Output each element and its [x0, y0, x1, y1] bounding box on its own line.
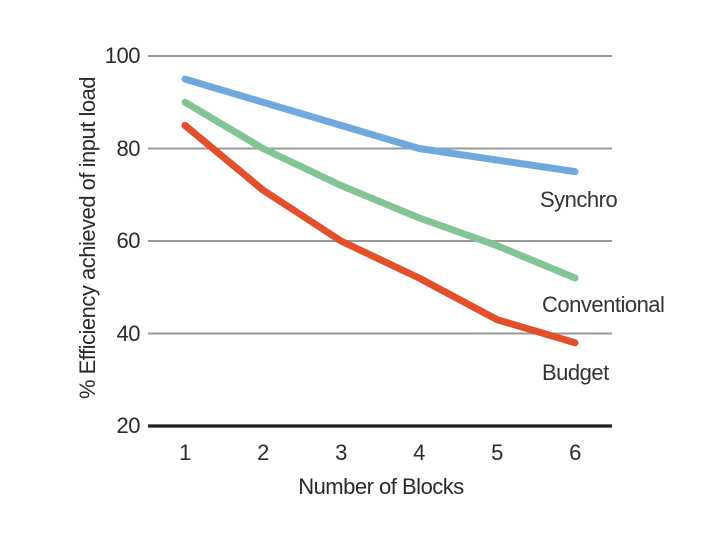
y-tick-label-100: 100 — [104, 43, 141, 68]
x-tick-label-4: 4 — [413, 440, 425, 465]
series-line-budget — [181, 121, 579, 347]
series-line-conventional — [181, 98, 579, 282]
x-tick-label-3: 3 — [335, 440, 347, 465]
series-label-conventional: Conventional — [542, 292, 665, 317]
y-tick-label-60: 60 — [116, 228, 141, 253]
x-tick-label-1: 1 — [179, 440, 191, 465]
x-axis-title: Number of Blocks — [298, 474, 464, 499]
series-label-budget: Budget — [542, 360, 609, 385]
x-tick-label-6: 6 — [569, 440, 581, 465]
y-tick-label-80: 80 — [116, 135, 141, 161]
series-line-synchro — [181, 75, 579, 176]
y-tick-label-20: 20 — [116, 413, 141, 438]
y-tick-label-40: 40 — [116, 320, 141, 346]
series-label-synchro: Synchro — [540, 187, 618, 212]
x-tick-label-2: 2 — [257, 440, 269, 465]
x-tick-label-5: 5 — [491, 440, 503, 465]
